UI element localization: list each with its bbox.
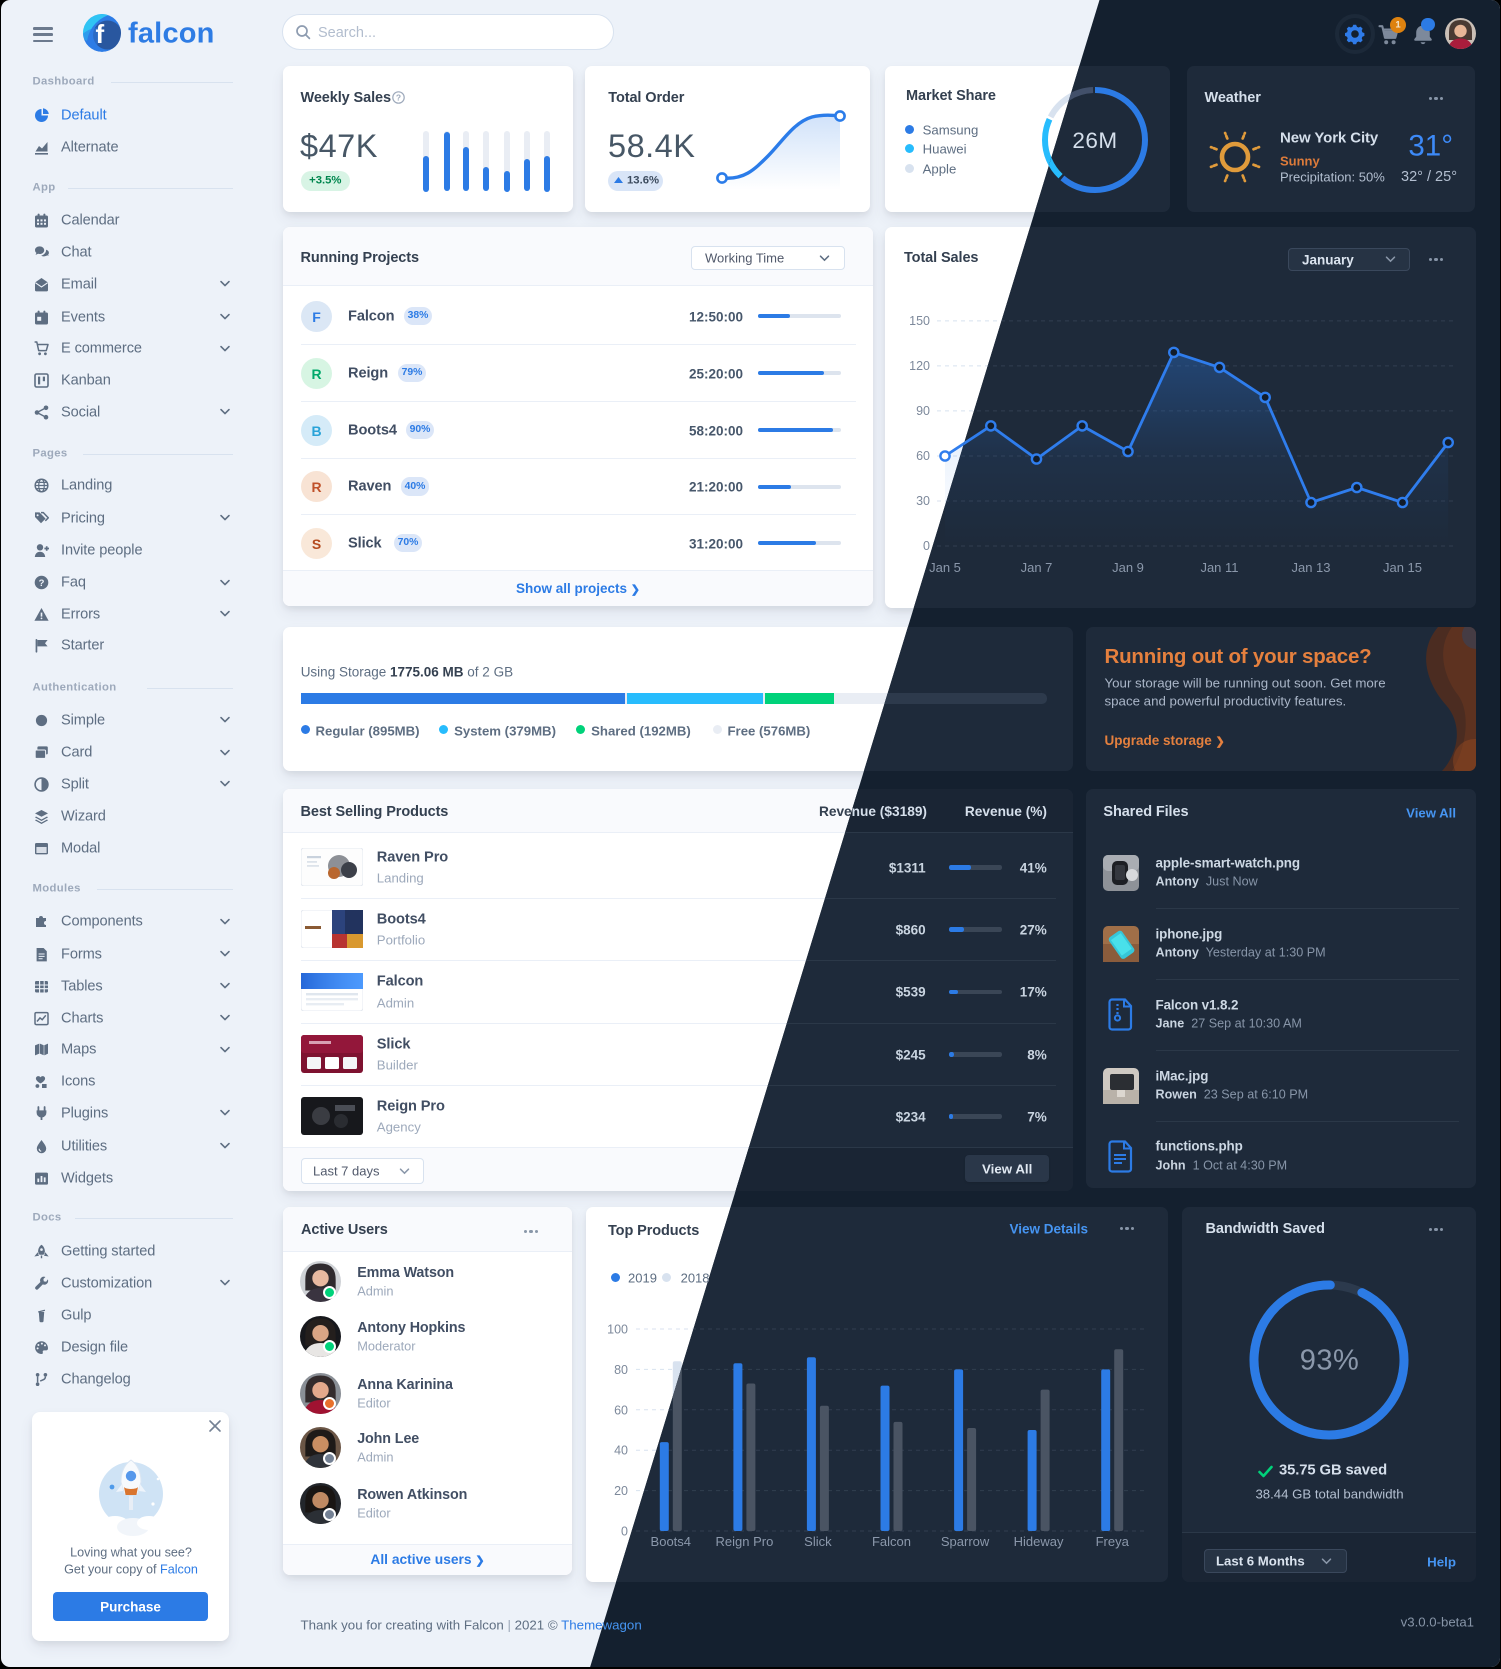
svg-text:90: 90 (916, 404, 930, 418)
svg-text:Slick: Slick (804, 1534, 832, 1549)
svg-text:Sparrow: Sparrow (941, 1534, 990, 1549)
svg-text:40: 40 (614, 1444, 628, 1458)
svg-text:Jan 7: Jan 7 (1021, 560, 1053, 575)
svg-text:150: 150 (909, 314, 930, 328)
svg-text:Hideway: Hideway (1014, 1534, 1064, 1549)
svg-text:Falcon: Falcon (872, 1534, 911, 1549)
svg-text:f: f (96, 19, 105, 49)
svg-text:Reign Pro: Reign Pro (715, 1534, 773, 1549)
svg-text:20: 20 (614, 1484, 628, 1498)
svg-text:Jan 5: Jan 5 (929, 560, 961, 575)
svg-text:100: 100 (607, 1323, 628, 1337)
svg-text:0: 0 (923, 539, 930, 553)
svg-text:80: 80 (614, 1363, 628, 1377)
svg-text:Jan 13: Jan 13 (1291, 560, 1330, 575)
svg-text:60: 60 (916, 449, 930, 463)
svg-text:Boots4: Boots4 (651, 1534, 691, 1549)
svg-text:0: 0 (621, 1525, 628, 1539)
svg-text:?: ? (396, 92, 401, 102)
svg-text:Jan 15: Jan 15 (1383, 560, 1422, 575)
svg-text:Jan 11: Jan 11 (1200, 560, 1238, 575)
svg-text:?: ? (39, 578, 45, 589)
svg-text:Jan 9: Jan 9 (1112, 560, 1144, 575)
svg-text:30: 30 (916, 494, 930, 508)
svg-text:Freya: Freya (1096, 1534, 1130, 1549)
svg-text:120: 120 (909, 359, 930, 373)
svg-text:60: 60 (614, 1403, 628, 1417)
